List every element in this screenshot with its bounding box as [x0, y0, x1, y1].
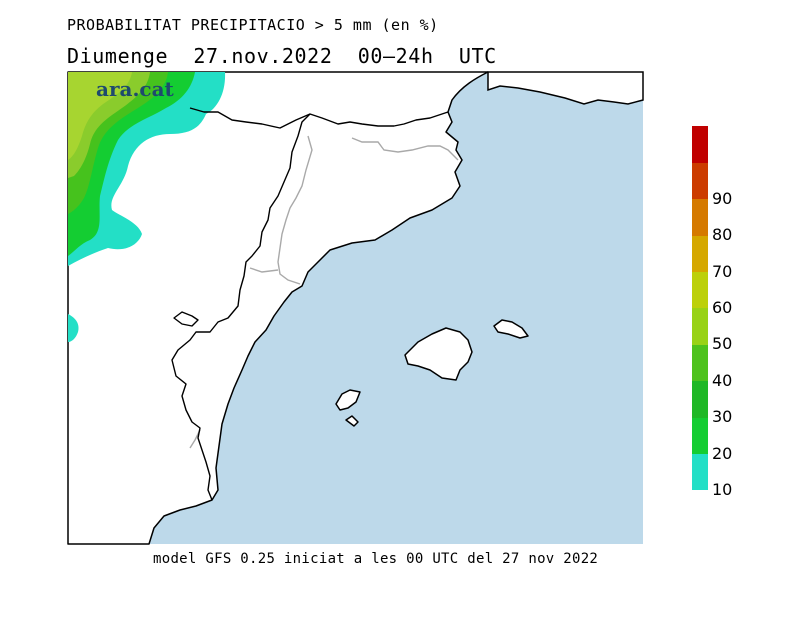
probability-legend: 10 20 30 40 50 60 70 80 90	[692, 126, 732, 498]
formentera-island	[345, 415, 359, 427]
legend-label: 40	[712, 370, 733, 390]
ara-cat-logo: ara.cat	[96, 77, 174, 101]
legend-label: 90	[712, 188, 733, 208]
legend-label: 20	[712, 443, 733, 463]
precip-50-area	[68, 72, 132, 160]
legend-swatch	[692, 417, 708, 455]
legend-swatch	[692, 453, 708, 491]
precip-10-spot	[68, 314, 79, 342]
map-date-subtitle: Diumenge 27.nov.2022 00—24h UTC	[67, 44, 497, 68]
legend-swatch	[692, 271, 708, 309]
legend-label: 10	[712, 480, 733, 499]
map-title: PROBABILITAT PRECIPITACIO > 5 mm (en %)	[67, 16, 439, 34]
legend-swatch	[692, 380, 708, 418]
mallorca-island	[404, 327, 473, 381]
legend-label: 60	[712, 298, 733, 317]
legend-label: 80	[712, 225, 733, 245]
mainland	[67, 71, 489, 545]
legend-label: 30	[712, 407, 733, 427]
legend-label: 70	[712, 261, 733, 281]
legend-label: 50	[712, 334, 733, 354]
legend-swatch	[692, 198, 708, 236]
admin-borders	[171, 107, 449, 501]
eivissa-island	[335, 389, 361, 411]
model-run-footer: model GFS 0.25 iniciat a les 00 UTC del …	[153, 551, 599, 567]
menorca-island	[493, 319, 529, 339]
legend-swatch	[692, 126, 708, 163]
legend-swatch	[692, 162, 708, 200]
legend-swatch	[692, 235, 708, 273]
france-area	[487, 71, 644, 105]
legend-swatch	[692, 308, 708, 345]
legend-swatch	[692, 344, 708, 382]
